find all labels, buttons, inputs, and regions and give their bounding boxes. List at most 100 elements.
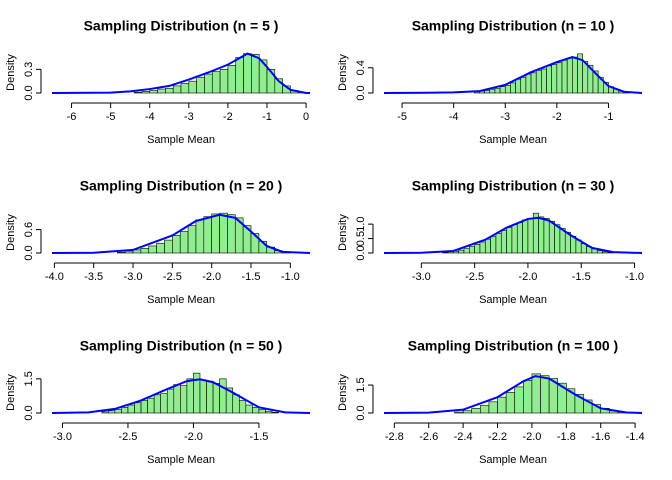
x-tick-label: -6 [67, 111, 77, 123]
histogram-bar [535, 69, 542, 94]
histogram-bar [514, 386, 524, 414]
histogram-bar [515, 78, 522, 94]
y-tick-label: 0.0 [355, 245, 367, 260]
x-tick-label: -2.5 [118, 431, 137, 443]
x-axis-label: Sample Mean [147, 294, 215, 306]
chart-title: Sampling Distribution (n = 10 ) [412, 18, 615, 34]
histogram-bar [479, 241, 486, 254]
x-tick-label: -4 [449, 111, 459, 123]
histogram-bar [506, 227, 513, 254]
histogram-bar [468, 246, 475, 254]
x-tick-label: -2.5 [163, 271, 182, 283]
histogram-bar [199, 379, 207, 414]
x-tick-label: -5 [106, 111, 116, 123]
y-axis-label: Density [5, 54, 17, 91]
histogram-bar [490, 236, 497, 254]
x-tick-label: -3 [184, 111, 194, 123]
histogram-bar [458, 249, 465, 254]
histogram-bar [211, 71, 221, 94]
y-tick-label: 1.5 [23, 371, 35, 386]
x-tick-label: -1.5 [572, 271, 591, 283]
x-tick-label: -1.6 [591, 431, 610, 443]
histogram-bar [531, 373, 541, 414]
y-axis-label: Density [337, 374, 349, 411]
histogram-bar [480, 405, 490, 414]
x-tick-label: -5 [397, 111, 407, 123]
histogram-bar [489, 88, 496, 94]
density-curve [383, 375, 643, 414]
x-tick-label: -1.4 [626, 431, 645, 443]
y-tick-label: 1.0 [355, 216, 367, 231]
histogram-bar [187, 225, 197, 254]
histogram-bar [499, 86, 506, 94]
y-tick-label: 0.4 [355, 60, 367, 75]
histogram-bar [235, 57, 244, 94]
histogram-bar [582, 61, 589, 94]
x-tick-label: -2.4 [454, 431, 473, 443]
histogram-bar [561, 59, 568, 94]
chart-title: Sampling Distribution (n = 5 ) [84, 18, 279, 34]
histogram-bar [121, 407, 129, 414]
histogram-bar [148, 245, 157, 254]
histogram-bar [551, 64, 558, 94]
histogram-bar [538, 216, 545, 254]
density-curve [51, 213, 311, 254]
x-tick-label: -2.5 [465, 271, 484, 283]
y-tick-label: 0.0 [23, 245, 35, 260]
histogram-bar [219, 378, 227, 414]
histogram-bar [165, 87, 174, 94]
histogram-bar [271, 412, 279, 414]
x-tick-label: -1.0 [625, 271, 644, 283]
chart-title: Sampling Distribution (n = 30 ) [412, 178, 615, 194]
y-tick-label: 0.3 [23, 62, 35, 77]
histogram-bar [173, 384, 181, 414]
chart-title: Sampling Distribution (n = 100 ) [408, 338, 618, 354]
histogram-bar [548, 220, 555, 254]
histogram-bar [488, 401, 498, 414]
x-tick-label: -1.5 [242, 271, 261, 283]
density-curve [383, 55, 643, 94]
histogram-bar [541, 68, 547, 94]
x-tick-label: -1.5 [249, 431, 268, 443]
x-tick-label: -2.2 [488, 431, 507, 443]
x-tick-label: -4 [145, 111, 155, 123]
y-tick-label: 0.0 [355, 85, 367, 100]
histogram-bar [258, 409, 266, 414]
histogram-bar [180, 385, 188, 414]
histogram-bar [471, 408, 481, 414]
x-tick-label: -2.6 [419, 431, 438, 443]
histogram-bar [554, 224, 561, 254]
density-curve [383, 216, 643, 254]
histogram-bar [196, 76, 205, 94]
histogram-bar [523, 380, 533, 414]
x-tick-label: 0 [303, 111, 309, 123]
histogram-bar [206, 380, 214, 414]
histogram-bar [245, 404, 253, 414]
histogram-bar [232, 394, 240, 414]
chart-title: Sampling Distribution (n = 20 ) [80, 178, 283, 194]
histogram-bar [596, 250, 603, 254]
histogram-bar [134, 402, 142, 414]
x-tick-label: -2 [223, 111, 233, 123]
histogram-bar [474, 244, 481, 254]
x-tick-label: -2.8 [385, 431, 404, 443]
y-tick-label: 0.0 [23, 85, 35, 100]
histogram-bar [166, 388, 175, 414]
y-tick-label: 0.6 [23, 222, 35, 237]
x-tick-label: -2.0 [522, 431, 541, 443]
histogram-bar [147, 397, 155, 414]
y-tick-label: 0.5 [355, 231, 367, 246]
histogram-bar [157, 88, 166, 94]
histogram-bar [462, 410, 473, 414]
x-tick-label: -4.0 [45, 271, 64, 283]
histogram-bar [227, 214, 236, 254]
histogram-bar [540, 375, 550, 414]
x-tick-label: -3.0 [53, 431, 72, 443]
histogram-bar [219, 212, 228, 254]
histogram-bar [556, 62, 563, 94]
histogram-bar [530, 72, 537, 94]
histogram-bar [114, 409, 122, 414]
histogram-bar [504, 85, 511, 94]
